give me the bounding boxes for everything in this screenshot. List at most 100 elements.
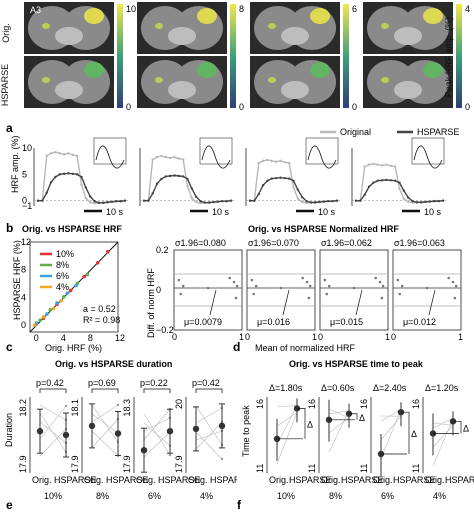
hrf-point (119, 200, 122, 203)
hrf-point (221, 200, 224, 203)
hrf-point (75, 173, 79, 176)
ttp-xcat-hsparse: HSPARSE (341, 475, 383, 485)
scatter-ytick: 4 (21, 292, 26, 302)
ba-title: Orig. vs HSPARSE Normalized HRF (248, 224, 399, 234)
dur-point (168, 453, 172, 457)
ba-point (327, 284, 331, 288)
scatter-point (55, 301, 59, 305)
dur-ymin: 17.9 (122, 455, 132, 473)
hrf-point (376, 179, 379, 182)
ba-mu: μ=0.0079 (184, 317, 222, 327)
hrf-point (367, 163, 371, 166)
ba-xtick: 0 (391, 332, 396, 342)
ba-point (177, 278, 181, 282)
ba-sigma: σ1.96=0.080 (175, 238, 226, 248)
hrf-point (274, 160, 278, 163)
ba-frame (392, 249, 462, 331)
hrf-inset-curve (413, 145, 443, 169)
ttp-panel: Orig. vs HSPARSE time to peak Time to pe… (237, 359, 474, 512)
colorbar-title: Peak HRF amp. (%) (443, 16, 454, 98)
hrf-point (393, 165, 397, 168)
ttp-delta-mark: Δ (359, 413, 365, 423)
hrf-point (58, 173, 61, 176)
hrf-point (110, 200, 114, 203)
hrf-point (142, 199, 146, 202)
scatter-xtick: 0 (34, 333, 39, 343)
ttp-ymax: 16 (359, 399, 369, 409)
ba-point (374, 276, 377, 280)
ba-point (301, 276, 304, 280)
activation-blob-small (381, 77, 389, 83)
scatter-ytick: 12 (21, 237, 31, 247)
dur-xcat-orig: Orig. (136, 475, 156, 485)
hrf-point (287, 161, 291, 165)
colorbar-max: 4 (465, 4, 470, 14)
ba-point (425, 286, 429, 290)
hrf-point (327, 199, 330, 203)
hrf-inset-curve (95, 145, 125, 169)
duration-panel: Orig. vs HSPARSE duration Duration e 18.… (4, 359, 237, 512)
ba-point (380, 296, 384, 300)
hrf-point (195, 200, 198, 204)
dur-mean-point (192, 425, 200, 433)
dur-xcat-hsparse: HSPARSE (106, 475, 148, 485)
brain-structure (281, 27, 309, 45)
dur-pair-line (91, 430, 119, 457)
hrf-point (49, 181, 53, 184)
ttp-pair-line (432, 425, 454, 448)
scatter-xtick: 8 (88, 333, 93, 343)
hrf-point (296, 188, 300, 191)
ba-point (279, 286, 283, 290)
ttp-ymin: 11 (411, 464, 421, 473)
dur-pval: p=0.42 (192, 378, 220, 388)
ba-xtick: 1 (385, 332, 390, 342)
hrf-point (309, 201, 313, 204)
dur-xcat-orig: Orig. (84, 475, 104, 485)
activation-blob (84, 8, 104, 24)
hrf-point (67, 152, 70, 155)
hrf-point (229, 199, 233, 202)
scatter-point (41, 314, 46, 319)
hrf-point (208, 201, 211, 204)
hrf-point (212, 200, 215, 204)
activation-blob (423, 62, 443, 78)
hrf-point (314, 201, 317, 204)
ba-point (451, 280, 455, 284)
brain-structure (55, 27, 83, 45)
ba-point (179, 292, 183, 296)
panel-letter-b: b (6, 221, 13, 235)
hrf-point (216, 200, 220, 203)
hrf-point (45, 191, 48, 195)
hrf-point (257, 192, 260, 196)
ba-ylabel: Diff. of norm HRF (146, 268, 156, 338)
hrf-ytick: 0 (22, 196, 27, 206)
scatter-legend-label: 6% (56, 271, 69, 281)
hrf-point (372, 181, 375, 184)
ba-sigma: σ1.96=0.063 (394, 238, 445, 248)
hrf-point (93, 200, 96, 203)
hrf-point (195, 195, 198, 199)
dur-pair-line (91, 418, 119, 449)
hrf-point (151, 192, 154, 195)
ttp-ymax: 16 (411, 399, 421, 409)
ttp-delta-bracket (329, 413, 358, 421)
hrf-point (75, 154, 79, 158)
dur-mean-point (62, 431, 70, 439)
dur-mean-point (36, 428, 44, 435)
hrf-point (261, 184, 265, 187)
ba-point (308, 284, 312, 288)
hrf-point (398, 181, 401, 184)
ttp-pair-line (328, 408, 350, 418)
dur-pval: p=0.42 (36, 378, 64, 388)
scalebar-label: 10 s (424, 207, 442, 217)
dur-bracket (143, 388, 171, 393)
activation-blob (197, 62, 217, 78)
hrf-point (115, 200, 118, 203)
ba-point (398, 292, 402, 296)
ttp-ymin: 11 (359, 464, 369, 473)
scatter-ytick: 8 (21, 265, 26, 275)
hrf-point (441, 199, 445, 202)
hrf-point (283, 176, 286, 180)
scalebar-label: 10 s (106, 207, 124, 217)
hrf-point (160, 177, 163, 181)
